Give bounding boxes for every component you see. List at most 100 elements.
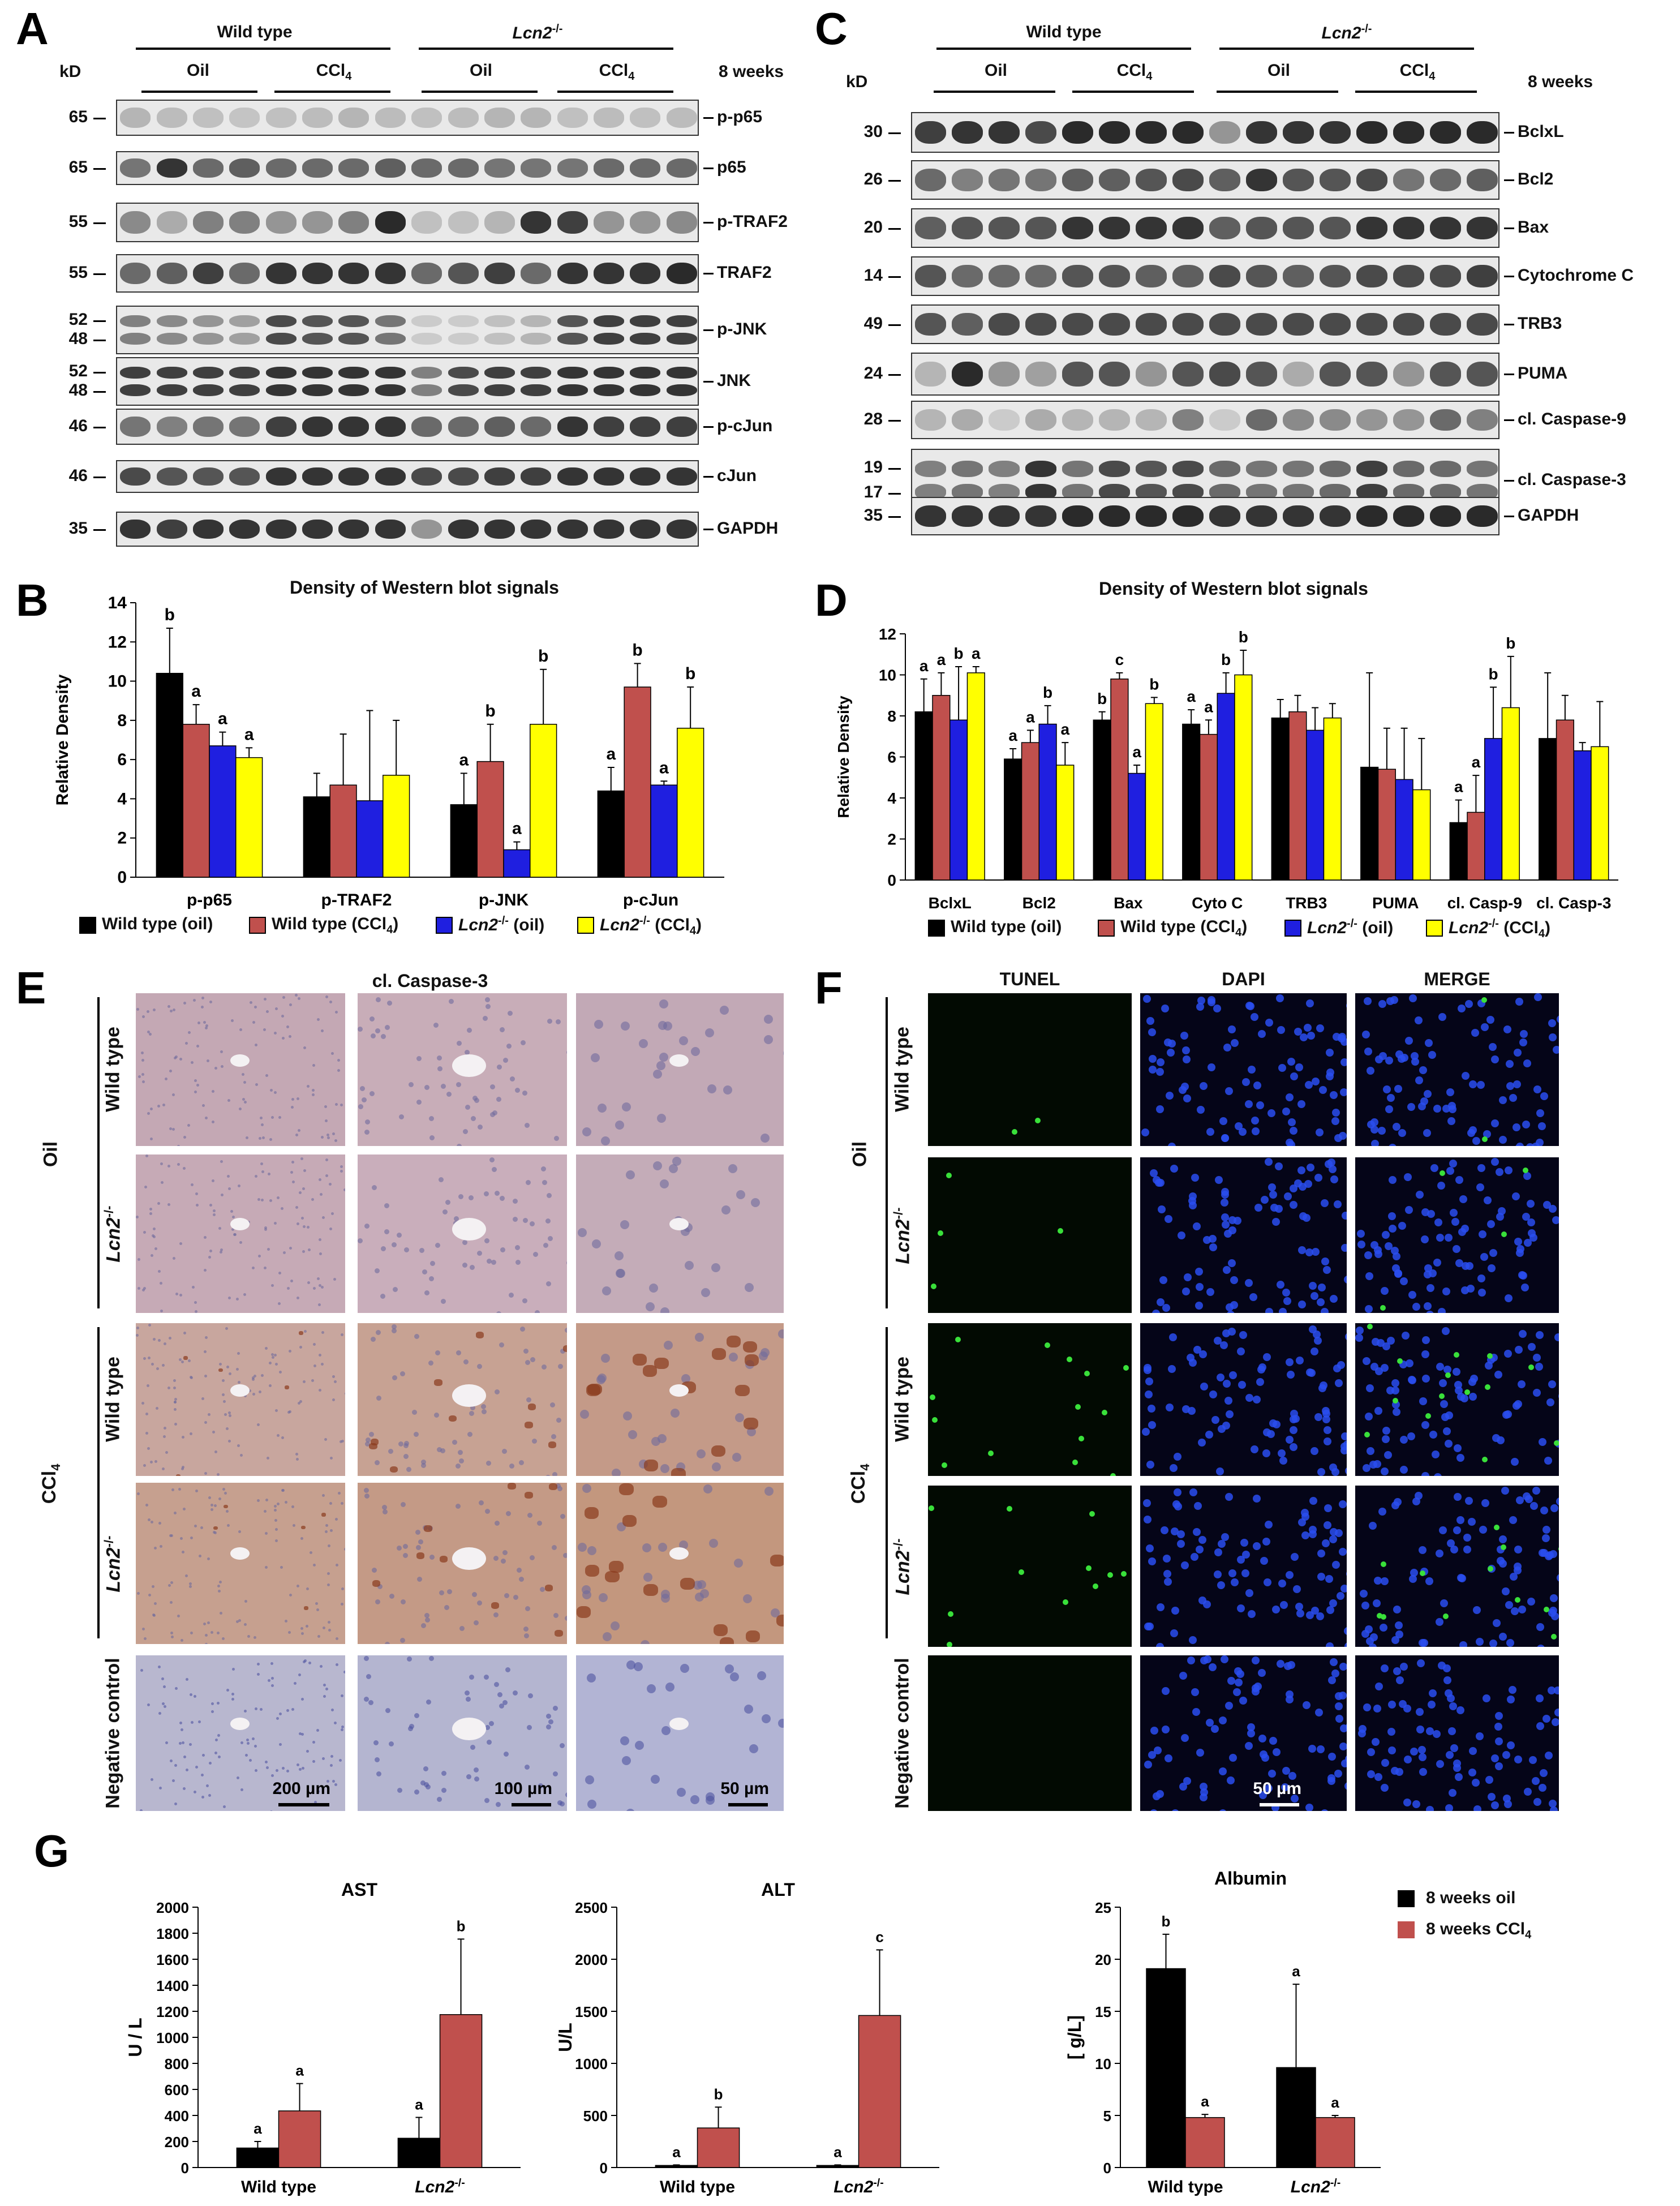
bar bbox=[1501, 707, 1520, 881]
scale-bar bbox=[512, 1803, 551, 1806]
band bbox=[411, 366, 442, 379]
protein-label: Cytochrome C bbox=[1503, 266, 1634, 285]
kd-label: 65 bbox=[68, 158, 88, 177]
band bbox=[1025, 121, 1056, 144]
band bbox=[594, 519, 625, 539]
y-tick-label: 400 bbox=[165, 2108, 189, 2125]
kd-tick bbox=[93, 371, 106, 374]
band bbox=[1283, 362, 1314, 387]
band bbox=[557, 108, 588, 128]
band bbox=[265, 332, 297, 345]
category-label: p-cJun bbox=[623, 891, 678, 909]
row-label: Negative control bbox=[891, 1657, 913, 1809]
band bbox=[411, 158, 442, 178]
band bbox=[448, 315, 479, 328]
band bbox=[338, 417, 369, 437]
header-ccl4-ko: CCl4 bbox=[599, 61, 635, 83]
legend-swatch-oil bbox=[1398, 1890, 1415, 1907]
bar bbox=[1271, 717, 1290, 881]
band bbox=[521, 108, 552, 128]
band bbox=[666, 108, 697, 128]
significance-letter: a bbox=[937, 651, 946, 668]
header-oil-ko: Oil bbox=[1267, 61, 1290, 80]
band bbox=[1467, 121, 1498, 144]
category-label: Lcn2-/- bbox=[415, 2177, 465, 2196]
blot-strip bbox=[116, 409, 699, 445]
band bbox=[1062, 313, 1093, 336]
band bbox=[557, 332, 588, 345]
bar bbox=[1467, 812, 1485, 881]
blot-strip bbox=[911, 112, 1499, 153]
group-line-ccl4 bbox=[886, 1327, 888, 1638]
band bbox=[989, 409, 1020, 431]
band bbox=[1136, 409, 1167, 431]
band bbox=[1246, 362, 1277, 387]
band bbox=[192, 417, 224, 437]
band bbox=[338, 315, 369, 328]
y-tick-label: 5 bbox=[1103, 2108, 1111, 2125]
group-label-oil: Oil bbox=[40, 1141, 62, 1168]
band bbox=[1430, 121, 1461, 144]
row-label: Lcn2-/- bbox=[101, 1535, 124, 1593]
band bbox=[448, 158, 479, 178]
bar bbox=[677, 727, 704, 878]
y-tick-label: 20 bbox=[1095, 1951, 1111, 1968]
kd-label: 17 bbox=[863, 483, 883, 502]
kd-label: 35 bbox=[68, 519, 88, 538]
band bbox=[448, 366, 479, 379]
header-line bbox=[1217, 91, 1338, 93]
band bbox=[375, 158, 406, 178]
bar bbox=[1038, 723, 1057, 881]
column-header: DAPI bbox=[1222, 969, 1265, 989]
band bbox=[229, 467, 260, 486]
band bbox=[666, 262, 697, 285]
band bbox=[120, 417, 151, 437]
bar bbox=[329, 784, 357, 878]
ihc-image bbox=[358, 1323, 567, 1476]
protein-label: Bax bbox=[1503, 218, 1549, 237]
header-oil-wt: Oil bbox=[984, 61, 1007, 80]
blot-strip bbox=[116, 306, 699, 354]
band bbox=[1320, 121, 1351, 144]
header-wild-type: Wild type bbox=[217, 23, 293, 41]
band bbox=[375, 108, 406, 128]
band bbox=[666, 211, 697, 234]
band bbox=[1136, 362, 1167, 387]
protein-label: GAPDH bbox=[1503, 506, 1579, 525]
legend-swatch bbox=[1284, 920, 1301, 937]
band bbox=[1025, 409, 1056, 431]
kd-tick bbox=[93, 529, 106, 531]
band bbox=[1246, 461, 1277, 477]
scale-bar-label: 50 µm bbox=[720, 1779, 769, 1798]
fluorescence-image bbox=[1355, 1486, 1559, 1647]
band bbox=[1356, 121, 1387, 144]
band bbox=[1430, 313, 1461, 336]
band bbox=[989, 265, 1020, 287]
header-line-ko bbox=[419, 48, 673, 50]
chart-title: AST bbox=[341, 1879, 377, 1900]
chart-title-d: Density of Western blot signals bbox=[1099, 578, 1368, 599]
band bbox=[915, 461, 946, 477]
kd-label: 28 bbox=[863, 410, 883, 428]
band bbox=[1393, 121, 1424, 144]
band bbox=[1246, 217, 1277, 239]
band bbox=[265, 366, 297, 379]
y-axis-label: Relative Density bbox=[835, 696, 852, 818]
panel-g-ast-chart: 0 200 400 600 800 1000 1200 1400 1600 1800 2000 U /… bbox=[125, 1879, 521, 2196]
band bbox=[1320, 362, 1351, 387]
band bbox=[630, 108, 661, 128]
band bbox=[411, 417, 442, 437]
band bbox=[484, 108, 515, 128]
y-tick-label: 10 bbox=[1095, 2055, 1111, 2072]
band bbox=[265, 417, 297, 437]
chart-title-b: Density of Western blot signals bbox=[290, 577, 559, 598]
bar bbox=[503, 849, 531, 878]
band bbox=[1393, 313, 1424, 336]
band bbox=[229, 417, 260, 437]
header-lcn2-ko: Lcn2-/- bbox=[1321, 23, 1372, 42]
band bbox=[521, 211, 552, 234]
significance-letter: a bbox=[191, 682, 201, 701]
header-line-ko bbox=[1219, 48, 1474, 50]
ihc-image: 100 µm bbox=[358, 1655, 567, 1811]
